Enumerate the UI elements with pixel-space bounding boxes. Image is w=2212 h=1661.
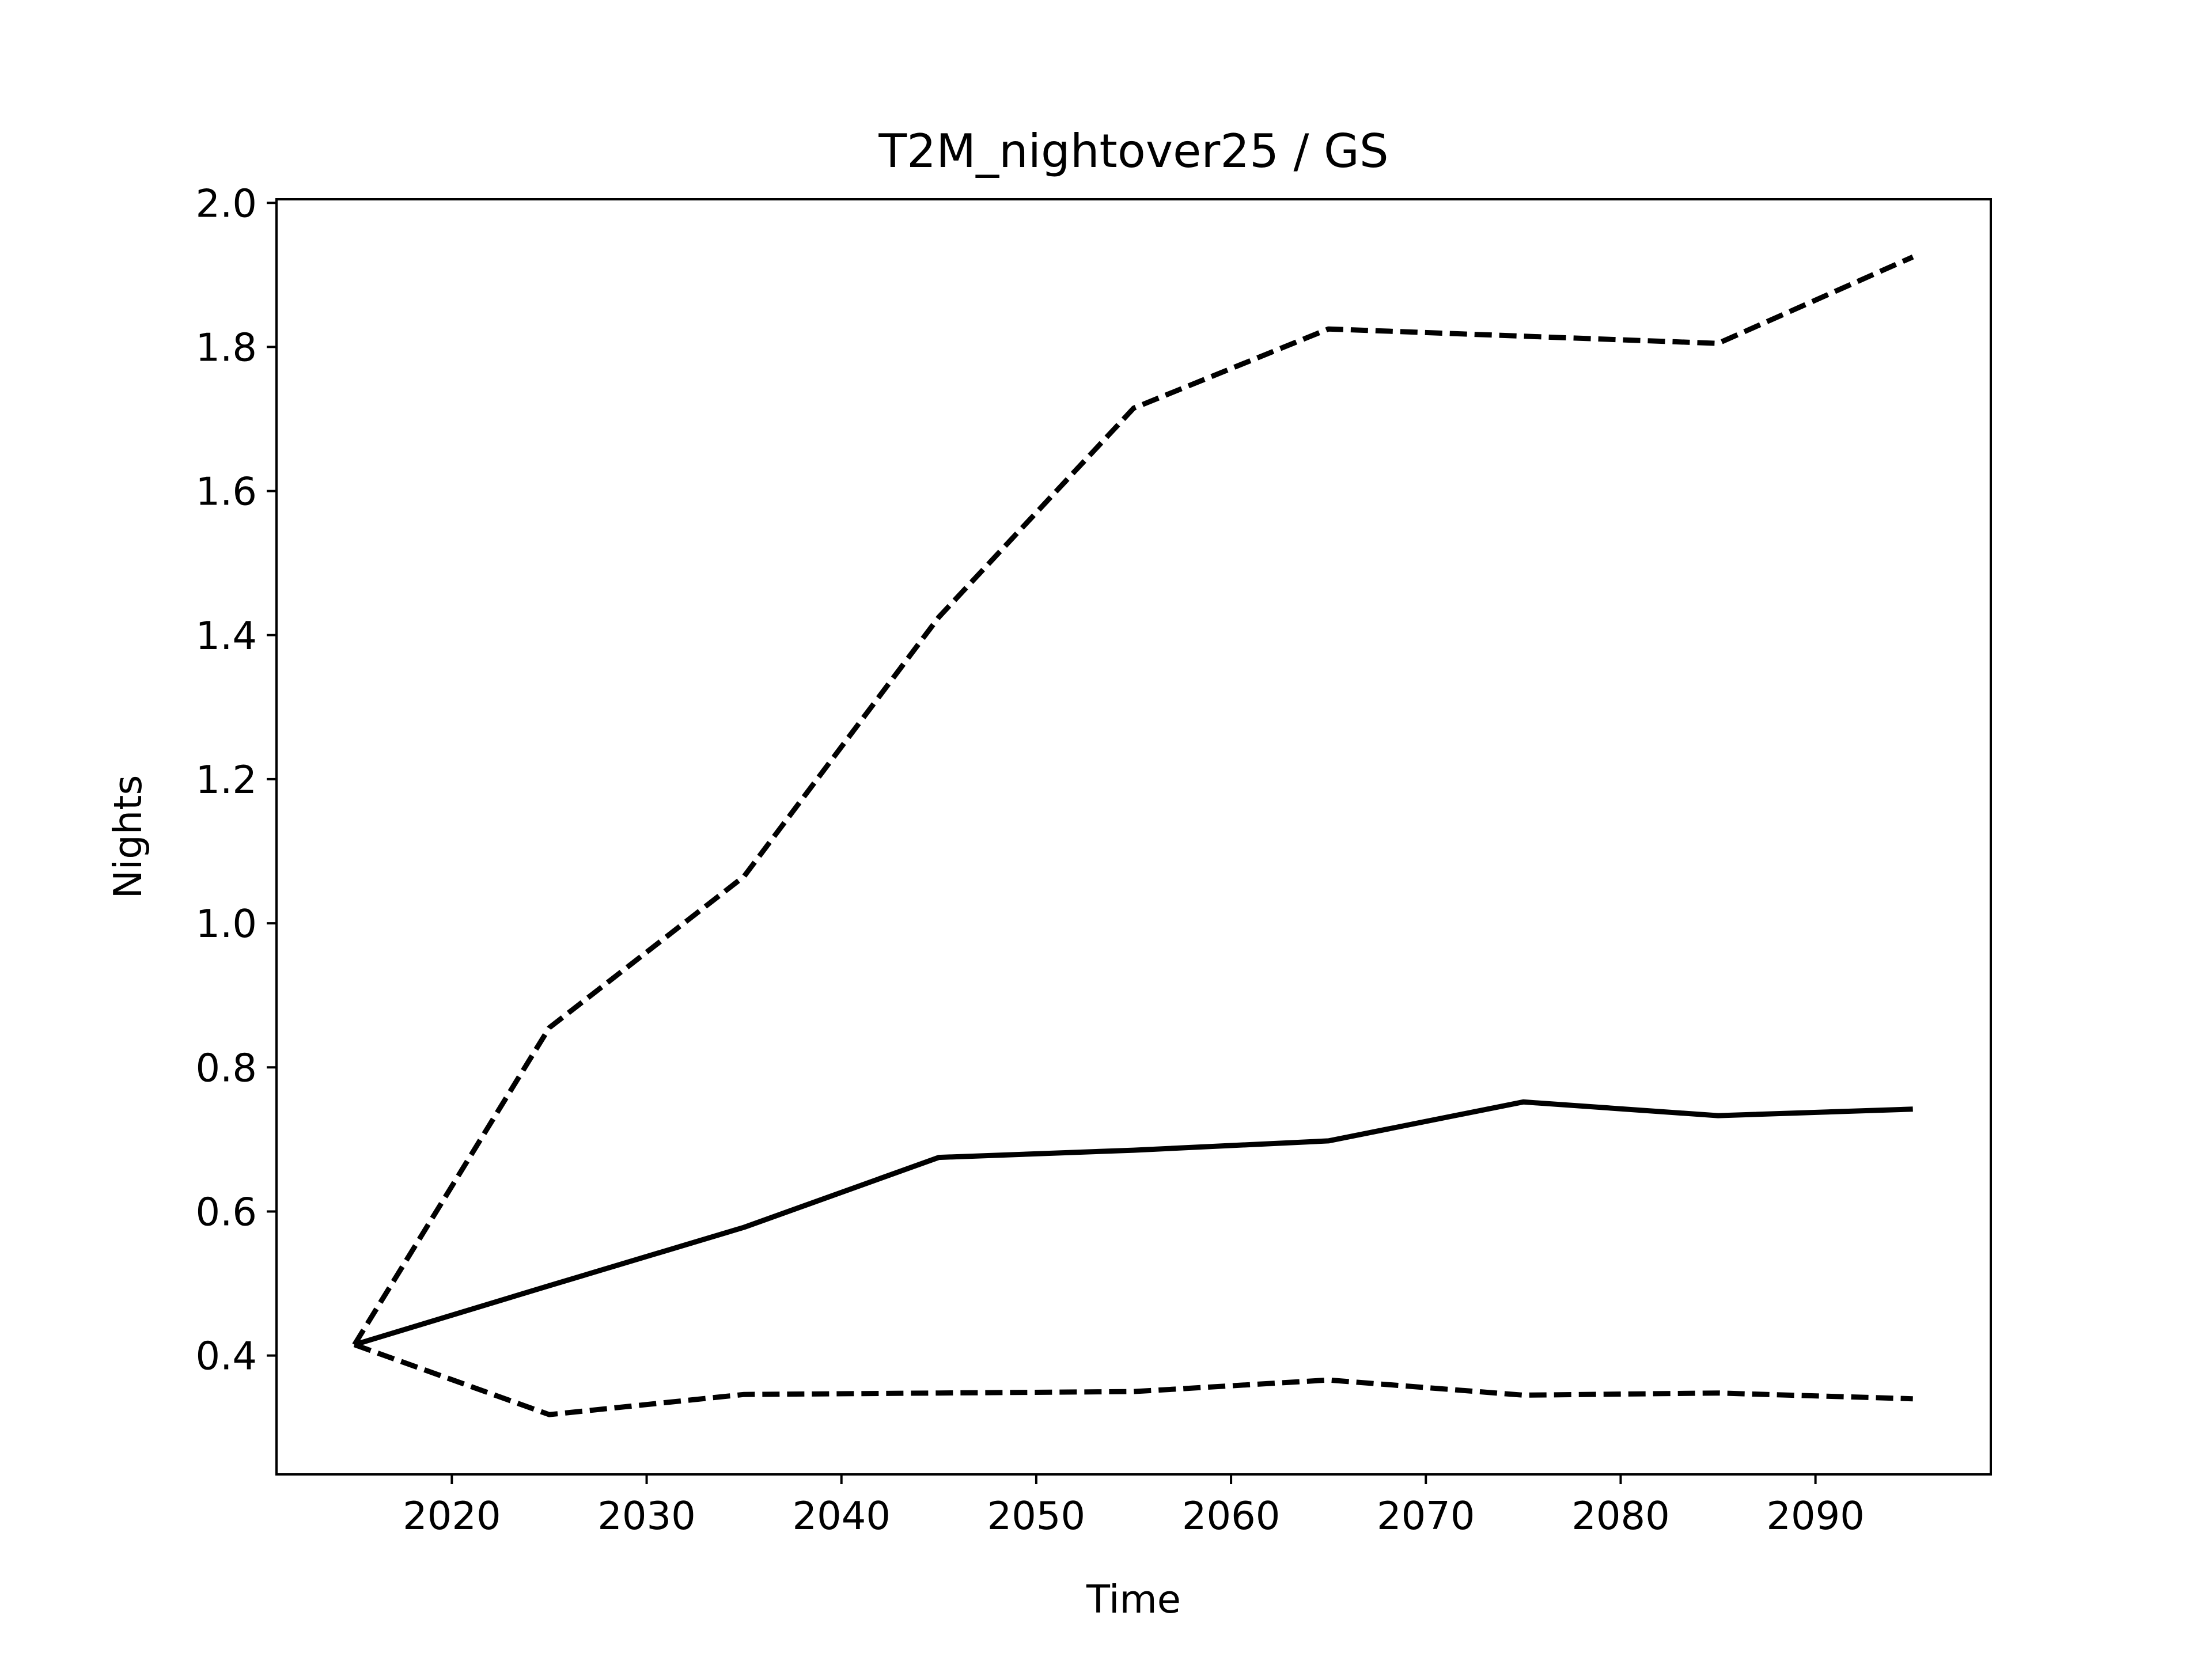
y-tick-label: 0.6	[195, 1189, 257, 1234]
chart-title: T2M_nightover25 / GS	[878, 124, 1388, 178]
x-axis: 2020 2030 2040 2050 2060 2070 2080 2090	[403, 1474, 1865, 1538]
series-line-2-solid	[353, 1099, 1913, 1348]
y-axis-label: Nights	[105, 775, 150, 899]
x-tick-label: 2040	[792, 1493, 891, 1538]
y-tick-label: 1.6	[195, 469, 257, 514]
plot-frame	[275, 198, 1992, 1476]
y-tick-label: 1.8	[195, 325, 257, 370]
y-tick-label: 1.0	[195, 901, 257, 946]
y-tick-label: 0.8	[195, 1045, 257, 1090]
y-tick-label: 1.2	[195, 757, 257, 802]
y-axis: 0.4 0.6 0.8 1.0 1.2 1.4 1.6 1.8 2.0	[195, 181, 276, 1379]
x-tick-label: 2050	[987, 1493, 1086, 1538]
y-tick-label: 0.4	[195, 1334, 257, 1379]
y-tick-label: 2.0	[195, 181, 257, 226]
x-tick-label: 2090	[1766, 1493, 1865, 1538]
x-axis-label: Time	[1086, 1577, 1181, 1622]
x-tick-label: 2020	[403, 1493, 501, 1538]
y-tick-label: 1.4	[195, 613, 257, 658]
x-tick-label: 2060	[1182, 1493, 1281, 1538]
x-tick-label: 2030	[597, 1493, 696, 1538]
series-line-3-dashed	[353, 1342, 1913, 1417]
x-tick-label: 2080	[1571, 1493, 1670, 1538]
series-layer	[352, 254, 1914, 1417]
series-line-1-dashed	[352, 254, 1914, 1347]
x-tick-label: 2070	[1377, 1493, 1475, 1538]
